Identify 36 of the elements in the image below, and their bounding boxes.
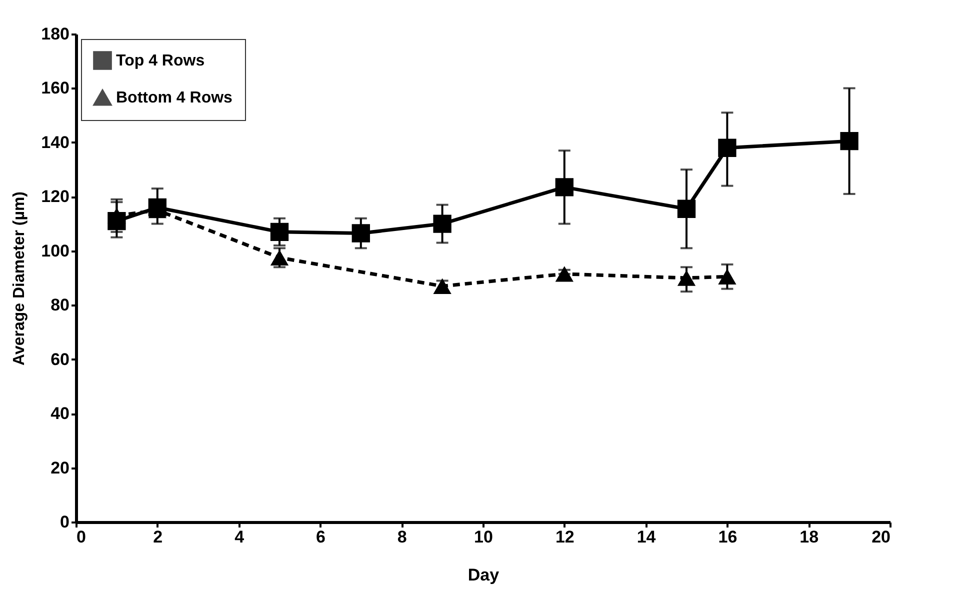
- point: [352, 224, 370, 242]
- point: [433, 278, 452, 294]
- x-tick-label: 12: [555, 528, 574, 546]
- x-tick-label: 14: [636, 528, 656, 546]
- x-tick-label: 16: [718, 528, 738, 546]
- point: [677, 200, 696, 218]
- y-tick-label: 160: [41, 78, 70, 98]
- legend-label: Bottom 4 Rows: [116, 90, 233, 106]
- point: [718, 268, 736, 285]
- x-tick-label: 0: [76, 528, 86, 546]
- x-tick-label: 4: [234, 528, 245, 546]
- y-tick-label: 0: [60, 512, 70, 532]
- x-axis-title: Day: [468, 566, 500, 584]
- point: [677, 270, 696, 286]
- x-tick-label: 10: [474, 528, 493, 546]
- x-tick-label: 8: [397, 528, 407, 546]
- point: [555, 266, 574, 282]
- y-tick-label: 80: [50, 296, 70, 315]
- x-tick-label: 6: [316, 528, 326, 546]
- point: [718, 138, 736, 157]
- y-tick-label: 140: [41, 132, 70, 152]
- point: [555, 178, 574, 196]
- point: [840, 132, 858, 150]
- x-tick-label: 2: [153, 528, 163, 546]
- x-tick-label: 18: [800, 528, 819, 546]
- point: [433, 214, 452, 233]
- legend-label: Top 4 Rows: [116, 52, 205, 70]
- y-tick-label: 20: [50, 458, 70, 478]
- y-tick-label: 60: [50, 350, 70, 369]
- point: [270, 222, 289, 241]
- y-tick-label: 100: [41, 241, 70, 260]
- y-axis-title: Average Diameter (µm): [11, 191, 28, 366]
- x-tick-label: 20: [872, 528, 890, 546]
- y-tick-label: 40: [50, 404, 70, 424]
- y-tick-label: 180: [41, 24, 70, 44]
- y-tick-label: 120: [41, 187, 70, 206]
